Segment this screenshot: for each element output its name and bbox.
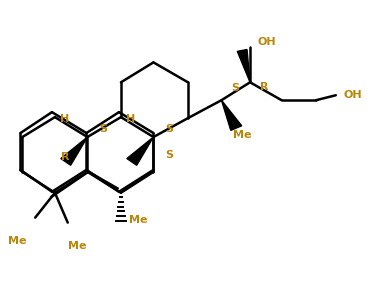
Polygon shape bbox=[127, 137, 153, 165]
Text: S: S bbox=[165, 150, 173, 160]
Polygon shape bbox=[61, 137, 87, 165]
Text: Me: Me bbox=[129, 215, 147, 225]
Text: S: S bbox=[165, 124, 173, 134]
Polygon shape bbox=[237, 50, 250, 82]
Text: S: S bbox=[231, 83, 239, 93]
Text: Me: Me bbox=[68, 241, 87, 250]
Text: H: H bbox=[61, 114, 70, 124]
Text: R: R bbox=[260, 82, 268, 92]
Text: Me: Me bbox=[233, 130, 252, 140]
Text: Me: Me bbox=[8, 235, 27, 246]
Text: S: S bbox=[99, 124, 107, 134]
Text: H: H bbox=[127, 114, 136, 124]
Text: OH: OH bbox=[258, 37, 277, 48]
Text: OH: OH bbox=[344, 90, 362, 100]
Polygon shape bbox=[221, 100, 242, 130]
Text: R: R bbox=[61, 152, 70, 162]
